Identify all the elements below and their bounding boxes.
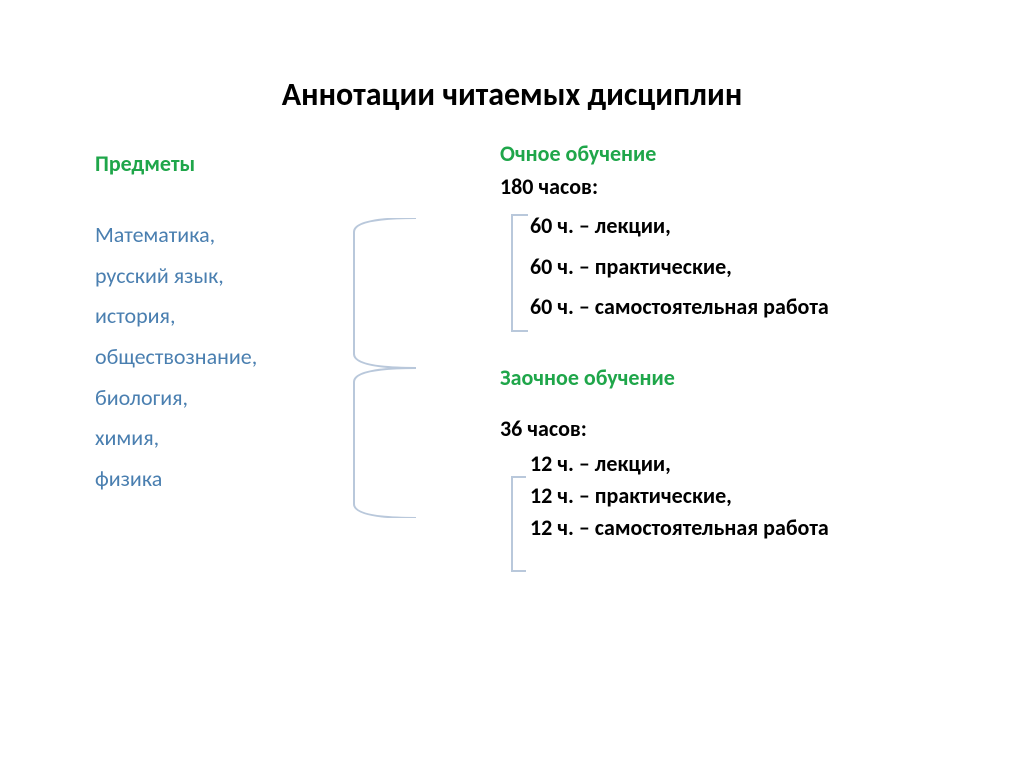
fulltime-item: 60 ч. – лекции, (500, 206, 960, 247)
parttime-heading: Заочное обучение (500, 364, 960, 391)
slide: Аннотации читаемых дисциплин Предметы Ма… (0, 0, 1024, 768)
subject-item: обществознание, (95, 337, 415, 378)
subject-item: история, (95, 296, 415, 337)
parttime-item: 12 ч. – лекции, (500, 448, 960, 480)
spacer (500, 328, 960, 364)
fulltime-item: 60 ч. – самостоятельная работа (500, 287, 960, 328)
subject-item: Математика, (95, 215, 415, 256)
subject-item: русский язык, (95, 256, 415, 297)
subjects-list: Математика, русский язык, история, общес… (95, 215, 415, 500)
fulltime-total: 180 часов: (500, 173, 960, 200)
fulltime-item: 60 ч. – практические, (500, 247, 960, 288)
subject-item: физика (95, 459, 415, 500)
parttime-item: 12 ч. – практические, (500, 480, 960, 512)
subject-item: биология, (95, 378, 415, 419)
parttime-item: 12 ч. – самостоятельная работа (500, 512, 960, 544)
right-column: Очное обучение 180 часов: 60 ч. – лекции… (500, 140, 960, 544)
fulltime-heading: Очное обучение (500, 140, 960, 167)
fulltime-breakdown: 60 ч. – лекции, 60 ч. – практические, 60… (500, 206, 960, 328)
spacer (500, 391, 960, 409)
parttime-total: 36 часов: (500, 415, 960, 442)
left-column: Предметы Математика, русский язык, истор… (95, 150, 415, 500)
subject-item: химия, (95, 418, 415, 459)
parttime-breakdown: 12 ч. – лекции, 12 ч. – практические, 12… (500, 448, 960, 544)
page-title: Аннотации читаемых дисциплин (0, 75, 1024, 114)
subjects-heading: Предметы (95, 150, 415, 177)
